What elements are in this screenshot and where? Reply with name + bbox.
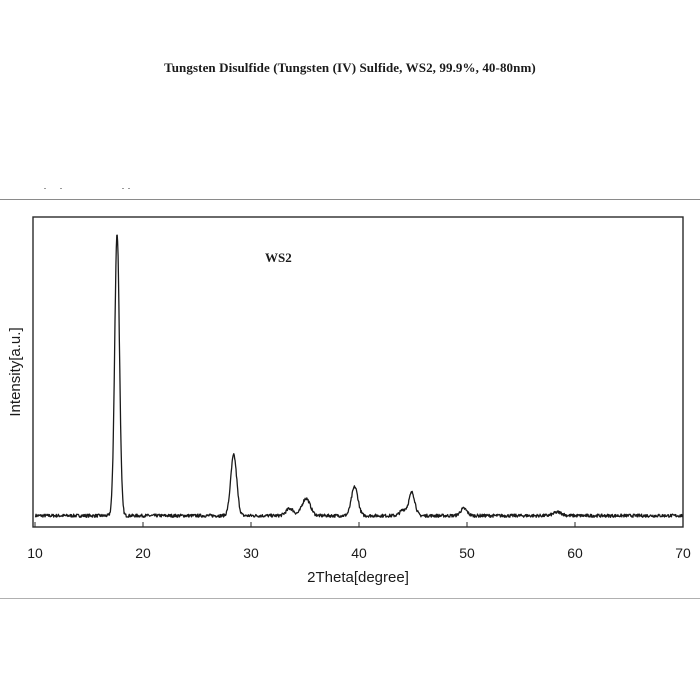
- series-line: [34, 234, 683, 518]
- x-axis-ticks: [34, 522, 684, 527]
- x-tick-label: 30: [243, 545, 259, 561]
- series-annotation: WS2: [265, 250, 292, 265]
- scan-artifact: [40, 186, 140, 192]
- x-tick-label: 40: [351, 545, 367, 561]
- x-tick-label: 70: [675, 545, 691, 561]
- scan-rule-bottom: [0, 598, 700, 599]
- y-axis-title: Intensity[a.u.]: [7, 327, 24, 416]
- x-axis-tick-labels: 10 20 30 40 50 60 70: [27, 545, 691, 561]
- scan-rule-top: [0, 199, 700, 200]
- x-tick-label: 20: [135, 545, 151, 561]
- x-tick-label: 60: [567, 545, 583, 561]
- chart-title: Tungsten Disulfide (Tungsten (IV) Sulfid…: [164, 60, 536, 75]
- x-axis-title: 2Theta[degree]: [307, 569, 409, 586]
- x-tick-label: 10: [27, 545, 43, 561]
- x-tick-label: 50: [459, 545, 475, 561]
- plot-frame: [32, 216, 684, 528]
